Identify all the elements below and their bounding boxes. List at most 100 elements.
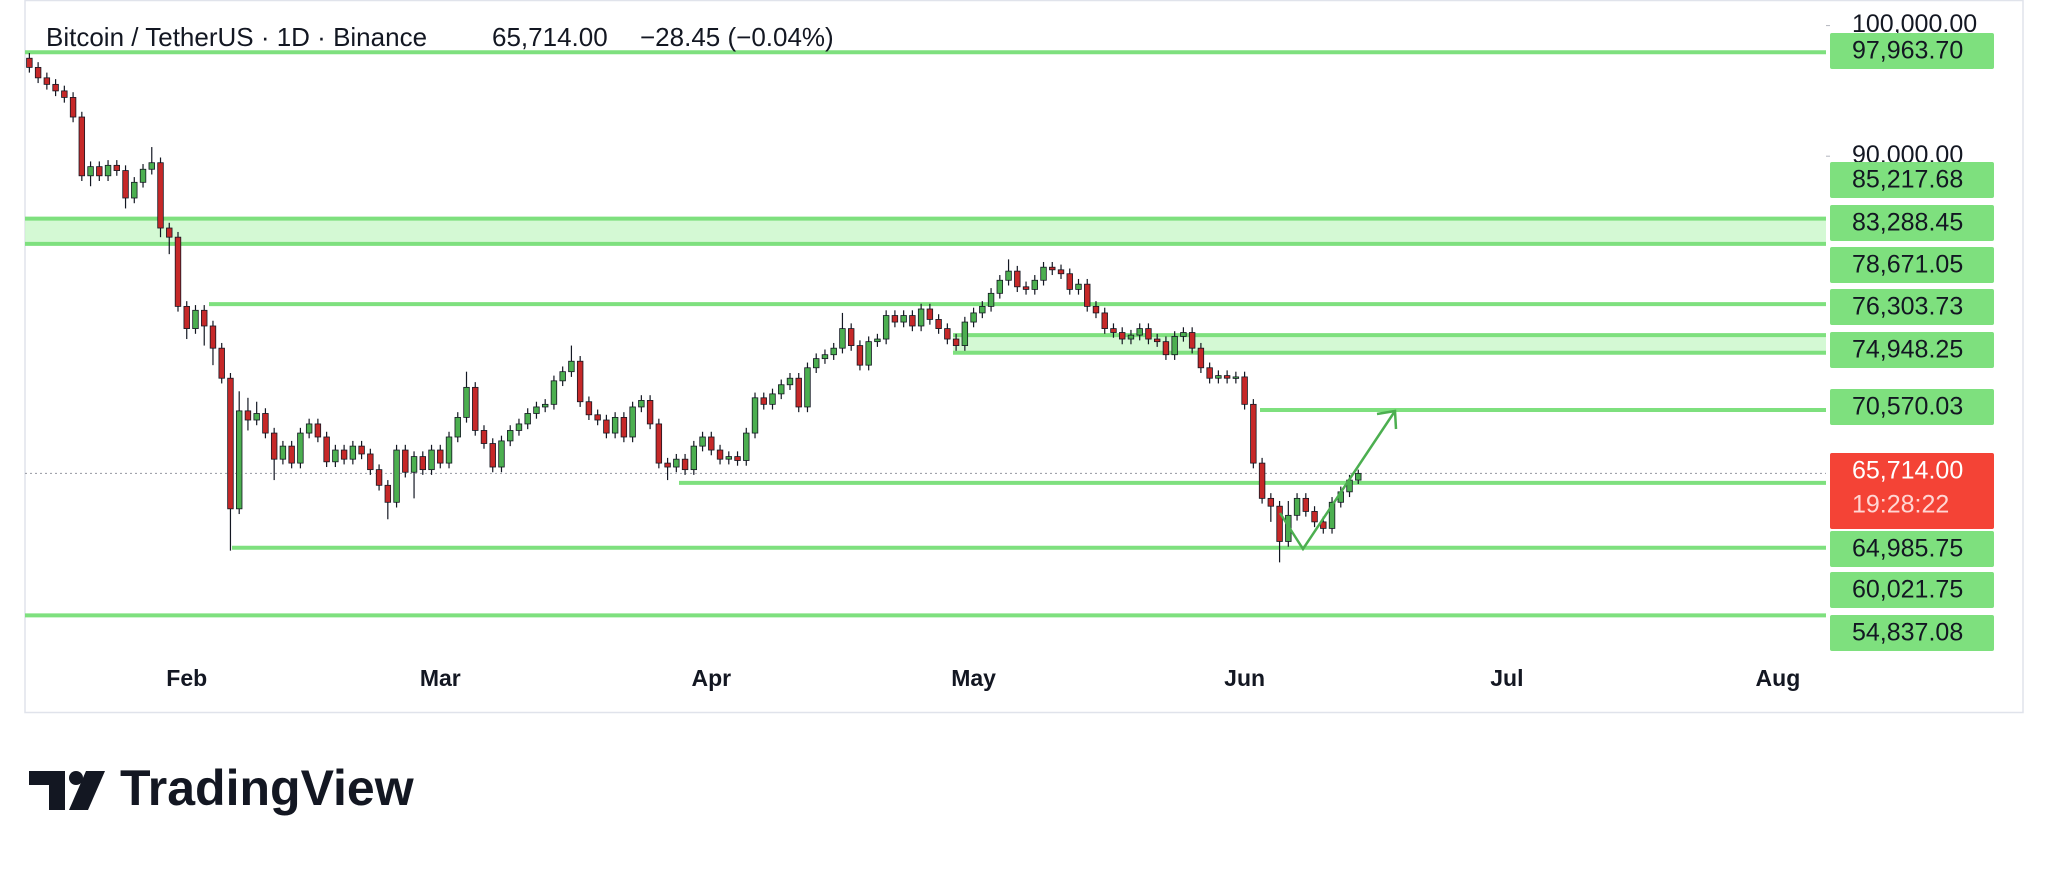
level-label: 85,217.68 — [1852, 166, 1963, 194]
candle-body — [279, 445, 287, 460]
candle-body — [734, 456, 741, 461]
candle-body — [769, 393, 776, 405]
candle-body — [874, 338, 881, 343]
candle-body — [655, 423, 663, 464]
level-label-box — [1830, 205, 1994, 241]
candle-body — [122, 170, 129, 199]
candle-body — [52, 83, 59, 92]
candle-body — [1127, 334, 1135, 340]
candle-body — [987, 292, 995, 307]
candle-body — [104, 164, 112, 177]
candle-body — [813, 358, 820, 369]
candle-body — [437, 449, 444, 464]
candle-body — [480, 430, 488, 444]
candle-body — [935, 319, 942, 329]
candle-body — [795, 377, 802, 408]
candle-body — [1328, 501, 1336, 529]
level-label-box — [1830, 289, 1994, 325]
candle-body — [716, 449, 724, 460]
candle-body — [262, 413, 269, 434]
candle-body — [952, 338, 960, 346]
candle-body — [1066, 273, 1073, 290]
level-label: 78,671.05 — [1852, 251, 1963, 279]
candle-body — [78, 116, 86, 177]
header-change: −28.45 (−0.04%) — [640, 22, 834, 52]
candle-body — [1223, 375, 1231, 379]
candle-body — [830, 347, 837, 356]
candle-body — [1119, 332, 1126, 340]
candle-body — [1180, 332, 1187, 337]
candle-body — [778, 384, 785, 395]
candle-body — [1153, 338, 1161, 343]
candle-body — [550, 380, 558, 405]
candle-body — [856, 345, 864, 366]
x-tick-label: Apr — [691, 665, 731, 691]
candle-body — [900, 315, 907, 323]
candle-body — [603, 419, 610, 434]
candle-body — [1084, 283, 1091, 307]
candle-body — [1049, 266, 1056, 271]
candle-body — [43, 77, 51, 85]
chart-title: Bitcoin / TetherUS · 1D · Binance — [46, 22, 427, 52]
candle-body — [384, 484, 392, 503]
level-zone — [25, 218, 1826, 244]
arrow-head — [1376, 409, 1398, 430]
candle-body — [629, 406, 636, 438]
candle-body — [891, 315, 899, 323]
candle-body — [235, 410, 243, 510]
candle-body — [673, 458, 680, 468]
candle-body — [428, 449, 435, 471]
candle-body — [244, 410, 252, 421]
candle-body — [96, 166, 103, 177]
candle-body — [839, 328, 846, 349]
candle-body — [1040, 266, 1047, 281]
candle-body — [926, 308, 934, 320]
candle-body — [1171, 336, 1178, 356]
candle-body — [944, 328, 951, 340]
level-zone — [953, 335, 1826, 353]
candle-body — [393, 449, 400, 503]
candle-body — [288, 445, 295, 464]
x-tick-label: Aug — [1756, 665, 1801, 691]
candle-body — [1267, 497, 1275, 507]
candle-body — [541, 403, 549, 408]
candle-body — [227, 377, 234, 510]
candle-body — [1101, 312, 1108, 329]
candle-body — [454, 416, 461, 438]
candle-body — [961, 321, 969, 346]
candle-body — [358, 445, 365, 455]
candle-body — [699, 436, 706, 447]
candle-body — [113, 164, 120, 171]
candle-body — [183, 305, 190, 329]
candle-body — [174, 236, 182, 307]
level-label-box — [1830, 615, 1994, 651]
candle-body — [87, 166, 94, 177]
candle-body — [192, 309, 199, 329]
level-label: 64,985.75 — [1852, 535, 1963, 563]
current-price-label: 65,714.00 — [1852, 457, 1963, 485]
candle-body — [1022, 286, 1030, 290]
logo: TradingView — [29, 760, 414, 816]
candle-body — [1293, 497, 1301, 516]
candle-body — [507, 430, 514, 442]
candle-body — [61, 90, 68, 98]
candle-body — [1355, 472, 1362, 481]
candle-body — [559, 371, 566, 382]
candle-body — [1232, 376, 1240, 379]
candle-body — [882, 315, 890, 340]
candle-body — [760, 397, 767, 405]
candle-body — [786, 377, 794, 386]
countdown: 19:28:22 — [1852, 491, 1949, 519]
candle-body — [1276, 505, 1283, 542]
candle-body — [148, 162, 155, 170]
candle-body — [34, 66, 42, 79]
x-tick-label: Mar — [420, 665, 461, 691]
x-tick-label: May — [951, 665, 996, 691]
candle-body — [323, 436, 330, 463]
level-label-box — [1830, 247, 1994, 283]
candle-body — [297, 432, 304, 464]
candle-body — [472, 386, 479, 431]
